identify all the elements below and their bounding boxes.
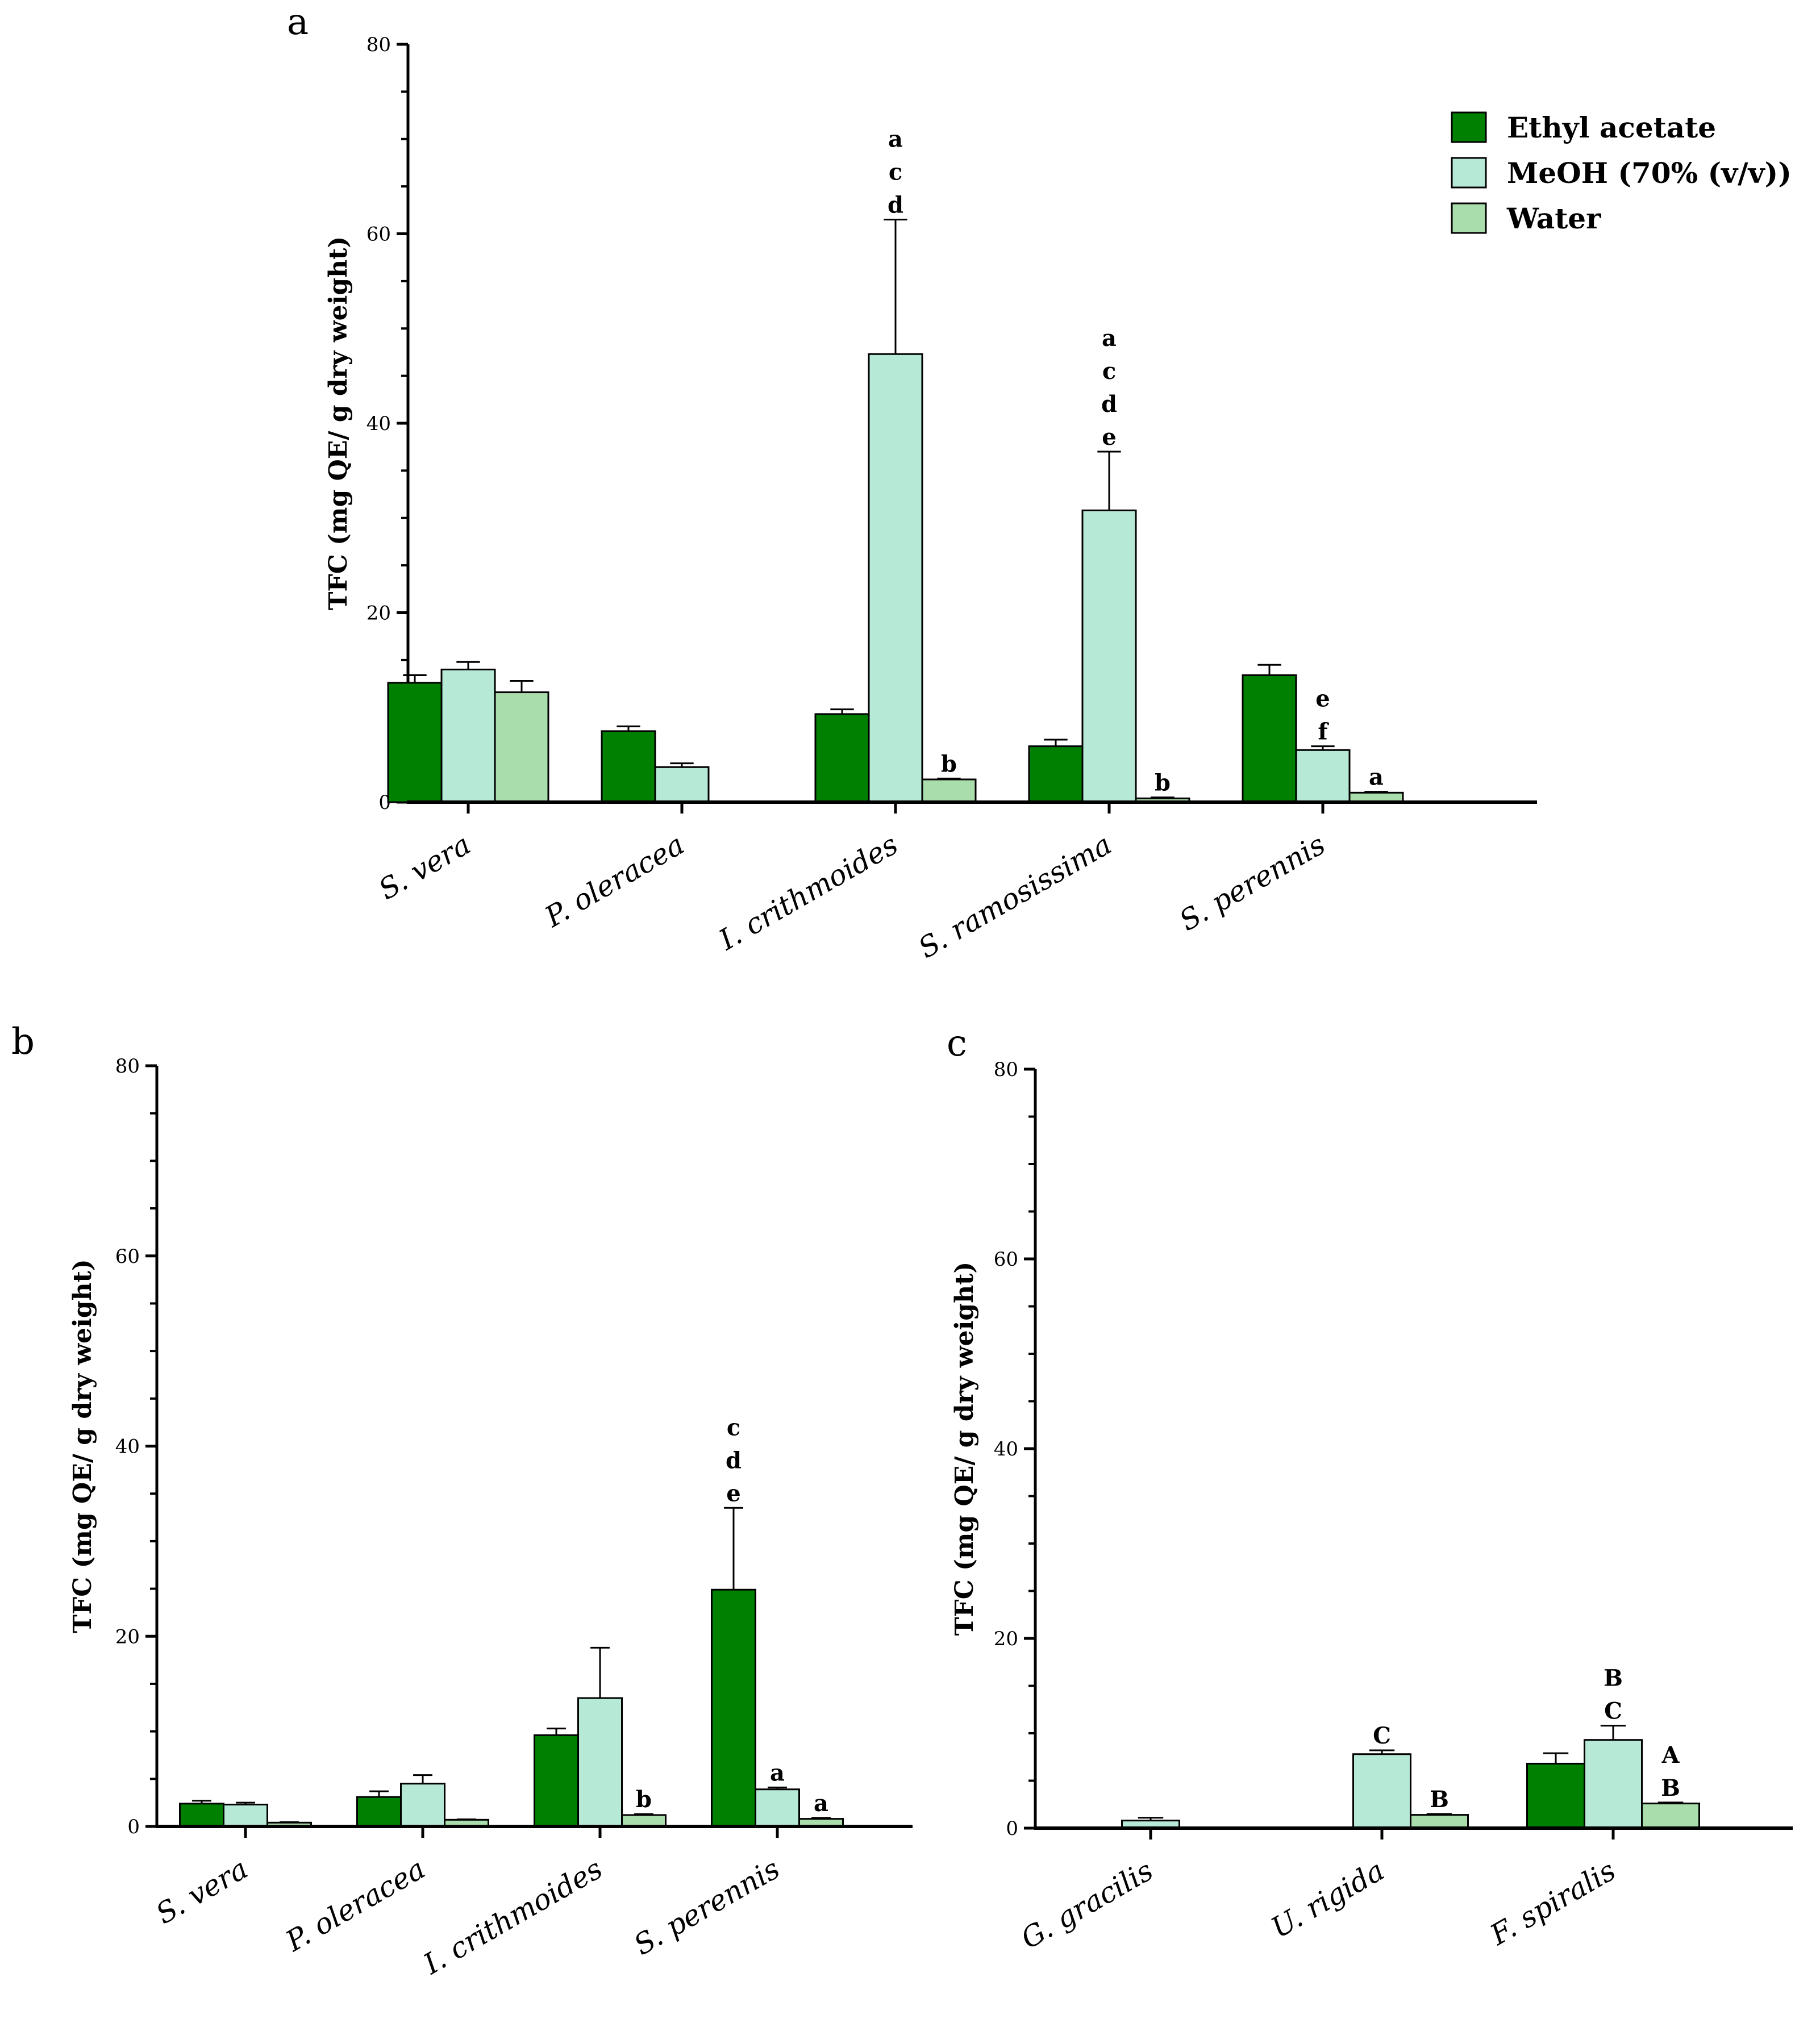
x-category-label: P. oleracea — [539, 828, 690, 934]
bar-ethyl-acetate-p-oleracea — [601, 730, 656, 803]
significance-label: f — [1318, 719, 1329, 745]
bar-water-i-crithmoides — [921, 778, 977, 803]
y-tick-label: 40 — [367, 412, 391, 435]
y-tick-label: 40 — [994, 1438, 1018, 1461]
bar-ethyl-acetate-i-crithmoides — [534, 1734, 579, 1828]
x-category-label: I. crithmoides — [713, 828, 903, 957]
chart-panel-c: 0 20 40 60 80 TFC (mg QE/ g dry weight) G. gra… — [950, 1058, 1793, 1955]
y-tick-label: 60 — [115, 1245, 140, 1268]
x-category-label: S. perennis — [628, 1852, 785, 1962]
bar-ethyl-acetate-s-vera — [387, 682, 443, 803]
bar-meoh-70-v-v-s-ramosissima — [1081, 509, 1137, 803]
legend: Ethyl acetate MeOH (70% (v/v)) Water — [1451, 111, 1792, 235]
significance-label: c — [727, 1414, 740, 1441]
panel-letter-b: b — [11, 1021, 35, 1063]
y-tick-label: 0 — [1006, 1817, 1018, 1840]
panel-letter-a: a — [287, 1, 309, 43]
bar-water-s-vera — [494, 691, 549, 803]
significance-label: B — [1604, 1665, 1623, 1692]
bar-meoh-70-v-v-i-crithmoides — [577, 1697, 623, 1828]
x-category-label: G. gracilis — [1015, 1854, 1159, 1955]
bar-meoh-70-v-v-s-perennis — [1295, 749, 1351, 803]
significance-label: a — [1102, 325, 1117, 352]
x-category-label: S. vera — [373, 828, 476, 906]
significance-label: C — [1373, 1722, 1391, 1749]
bar-ethyl-acetate-f-spiralis — [1526, 1762, 1585, 1829]
bar-ethyl-acetate-s-perennis — [711, 1588, 756, 1828]
bar-ethyl-acetate-p-oleracea — [356, 1796, 402, 1828]
significance-label: C — [1604, 1698, 1622, 1725]
x-category-label: S. ramosissima — [913, 828, 1117, 965]
significance-label: c — [1102, 358, 1116, 385]
legend-swatch-meoh — [1451, 157, 1487, 189]
bar-water-f-spiralis — [1641, 1803, 1700, 1829]
bar-water-i-crithmoides — [621, 1814, 667, 1828]
x-category-label: I. crithmoides — [418, 1852, 608, 1981]
x-category-label: S. vera — [151, 1852, 253, 1930]
y-axis-label: TFC (mg QE/ g dry weight) — [324, 236, 353, 610]
x-category-label: S. perennis — [1174, 828, 1331, 937]
significance-label: B — [1430, 1786, 1449, 1813]
significance-label: b — [636, 1786, 652, 1813]
y-tick-label: 0 — [127, 1816, 140, 1838]
chart-panel-b: 0 20 40 60 80 TFC (mg QE/ g dry weight) S. ver… — [68, 1055, 913, 1981]
y-tick-label: 20 — [367, 602, 391, 625]
legend-swatch-water — [1451, 202, 1487, 234]
significance-label: a — [770, 1759, 785, 1786]
legend-swatch-ethyl-acetate — [1451, 111, 1487, 143]
bar-ethyl-acetate-s-perennis — [1242, 674, 1297, 803]
bar-meoh-70-v-v-s-vera — [440, 669, 496, 803]
legend-label-ethyl-acetate: Ethyl acetate — [1507, 111, 1716, 144]
y-axis-label: TFC (mg QE/ g dry weight) — [68, 1259, 97, 1633]
significance-label: a — [1369, 764, 1384, 791]
significance-label: a — [888, 126, 903, 152]
y-axis-label: TFC (mg QE/ g dry weight) — [950, 1262, 979, 1636]
bar-meoh-70-v-v-f-spiralis — [1584, 1739, 1643, 1829]
significance-label: b — [1155, 770, 1171, 796]
y-tick-label: 80 — [367, 34, 391, 56]
significance-label: B — [1661, 1775, 1680, 1801]
significance-label: c — [889, 158, 902, 185]
x-category-label: U. rigida — [1265, 1854, 1390, 1945]
significance-label: b — [941, 750, 957, 777]
significance-label: e — [1315, 686, 1330, 712]
significance-label: A — [1661, 1742, 1680, 1768]
bar-meoh-70-v-v-p-oleracea — [654, 766, 710, 803]
panel-letter-c: c — [947, 1023, 967, 1065]
bar-ethyl-acetate-s-vera — [179, 1803, 224, 1828]
bar-meoh-70-v-v-i-crithmoides — [868, 353, 923, 803]
significance-label: d — [726, 1447, 742, 1474]
y-tick-label: 20 — [115, 1625, 140, 1648]
legend-label-water: Water — [1506, 202, 1601, 235]
y-tick-label: 60 — [994, 1248, 1018, 1271]
bar-water-u-rigida — [1410, 1814, 1469, 1829]
legend-label-meoh: MeOH (70% (v/v)) — [1507, 156, 1792, 190]
bar-ethyl-acetate-s-ramosissima — [1028, 745, 1084, 803]
significance-label: e — [726, 1480, 740, 1507]
bar-meoh-70-v-v-s-vera — [223, 1804, 268, 1828]
significance-label: a — [814, 1790, 828, 1817]
bar-meoh-70-v-v-s-perennis — [755, 1788, 800, 1828]
y-tick-label: 80 — [994, 1058, 1018, 1081]
significance-label: d — [1101, 391, 1117, 418]
bar-meoh-70-v-v-p-oleracea — [400, 1783, 445, 1828]
bar-meoh-70-v-v-u-rigida — [1352, 1753, 1411, 1829]
y-tick-label: 20 — [994, 1628, 1018, 1650]
significance-label: d — [888, 191, 903, 218]
bar-ethyl-acetate-i-crithmoides — [814, 713, 870, 803]
significance-label: e — [1102, 424, 1116, 451]
x-category-label: P. oleracea — [280, 1852, 431, 1958]
y-tick-label: 80 — [115, 1055, 140, 1078]
y-tick-label: 60 — [367, 223, 391, 246]
x-category-label: F. spiralis — [1484, 1854, 1621, 1952]
y-tick-label: 40 — [115, 1436, 140, 1458]
